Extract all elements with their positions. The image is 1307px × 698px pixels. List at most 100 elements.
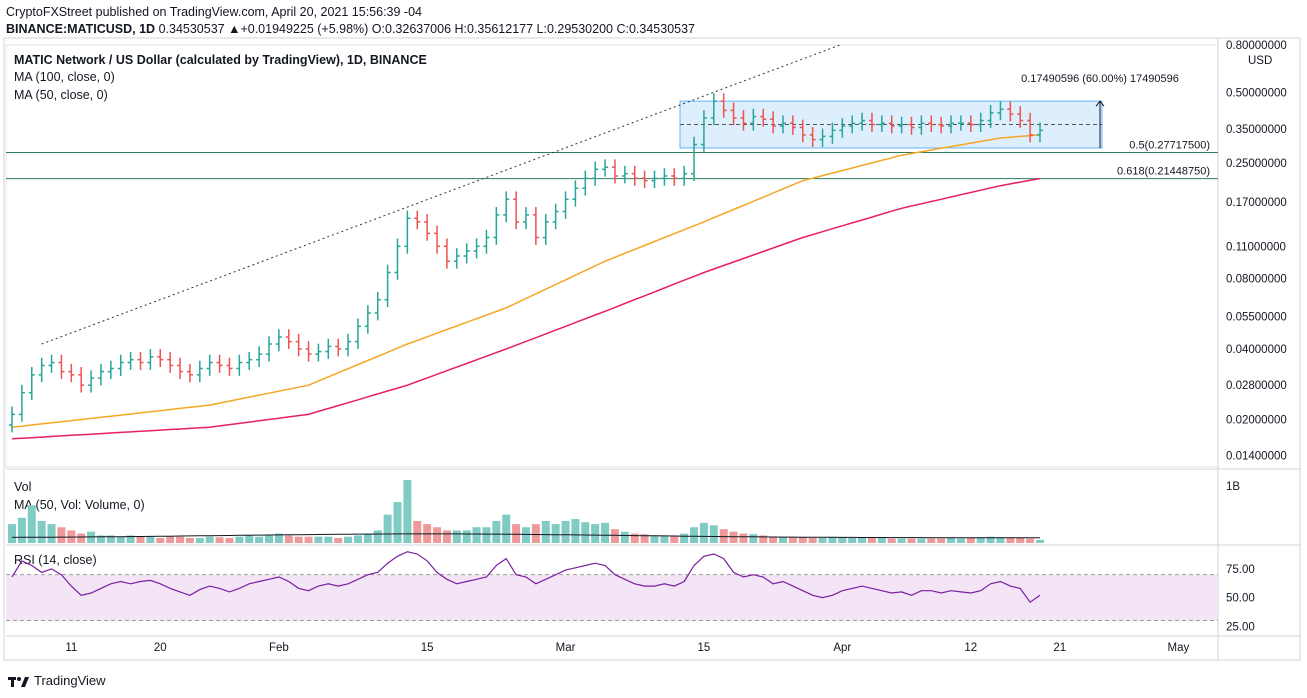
candle (275, 329, 282, 352)
candle (157, 349, 164, 368)
candle (147, 349, 154, 370)
time-tick-label: Apr (833, 642, 851, 654)
candle (236, 354, 243, 376)
candle (532, 207, 539, 245)
candle (839, 118, 846, 138)
price-tick-label: 0.35000000 (1226, 124, 1287, 136)
candle (730, 102, 737, 126)
volume-bar (502, 514, 511, 543)
volume-bar (937, 538, 946, 543)
price-tick-label: 0.01400000 (1226, 451, 1287, 463)
candle (799, 119, 806, 143)
candle (414, 210, 421, 230)
candle (364, 305, 371, 334)
tradingview-brand[interactable]: TradingView (8, 673, 106, 688)
candle (453, 248, 460, 269)
candle (918, 115, 925, 135)
price-tick-label: 0.04000000 (1226, 344, 1287, 356)
volume-bar (245, 535, 254, 543)
candle (9, 406, 15, 433)
candle (602, 159, 609, 177)
candle (216, 354, 223, 373)
volume-bar (947, 537, 956, 543)
volume-bar (699, 522, 708, 543)
candle (97, 363, 104, 386)
price-tick-label: 0.05500000 (1226, 312, 1287, 324)
volume-bar (788, 537, 797, 543)
ma100-line (11, 177, 1041, 440)
candle (710, 93, 717, 126)
candle (256, 346, 263, 368)
volume-bar (522, 527, 530, 543)
ma100-legend[interactable]: MA (100, close, 0) (14, 70, 115, 84)
volume-bar (986, 536, 995, 543)
volume-bar (314, 536, 323, 543)
volume-bar (660, 535, 669, 543)
time-tick-label: Feb (269, 642, 289, 654)
candle (1037, 122, 1043, 143)
volume-bar (442, 530, 451, 543)
volume-bar (838, 537, 847, 543)
candle (18, 384, 25, 422)
candle (621, 165, 628, 184)
volume-bar (344, 536, 353, 543)
volume-bar (284, 535, 293, 543)
volume-bar (353, 535, 362, 543)
candle (345, 333, 352, 357)
volume-bar (8, 524, 16, 543)
candle (88, 370, 95, 393)
volume-bar (808, 537, 817, 543)
volume-bar (907, 538, 916, 543)
candle (611, 159, 618, 184)
vol-legend[interactable]: Vol (14, 480, 32, 494)
vol-ma-legend[interactable]: MA (50, Vol: Volume, 0) (14, 498, 145, 512)
candle (177, 357, 184, 379)
candle (394, 238, 401, 280)
volume-bar (274, 533, 283, 543)
volume-bar (334, 537, 343, 543)
volume-bar (304, 536, 313, 543)
volume-bar (966, 537, 975, 543)
volume-bar (235, 536, 244, 543)
volume-bar (541, 520, 550, 543)
candle (928, 115, 935, 132)
volume-bar (798, 537, 807, 543)
fib-0618-label: 0.618(0.21448750) (1117, 166, 1210, 178)
chart-title: MATIC Network / US Dollar (calculated by… (14, 53, 427, 67)
candle (582, 170, 589, 196)
candle (1017, 106, 1024, 128)
ma50-legend[interactable]: MA (50, close, 0) (14, 88, 108, 102)
volume-bar (433, 527, 442, 543)
volume-bar (956, 538, 965, 543)
candle (443, 238, 450, 269)
rsi-legend[interactable]: RSI (14, close) (14, 553, 97, 567)
ohlc-line: BINANCE:MATICUSD, 1D 0.34530537 ▲+0.0194… (6, 22, 695, 36)
publisher-line: CryptoFXStreet published on TradingView.… (6, 5, 422, 19)
candle (819, 128, 826, 147)
candle (434, 225, 441, 254)
tradingview-label: TradingView (34, 673, 106, 688)
volume-bar (195, 537, 204, 543)
volume-bar (512, 524, 521, 543)
candle (137, 351, 144, 370)
volume-bar (867, 537, 876, 543)
candle (750, 108, 757, 131)
candle (977, 112, 984, 132)
volume-bar (630, 533, 639, 543)
volume-bar (1036, 539, 1044, 543)
candle (483, 229, 490, 254)
candle (523, 207, 529, 230)
candle (878, 115, 885, 132)
candle (186, 363, 193, 383)
volume-bar (759, 535, 768, 543)
symbol-label: BINANCE:MATICUSD, 1D (6, 22, 156, 36)
candle (117, 354, 124, 376)
volume-bar (413, 520, 422, 543)
volume-bar (462, 530, 471, 543)
volume-bar (393, 502, 402, 543)
price-tick-label: 0.17000000 (1226, 197, 1287, 209)
candle (226, 357, 233, 376)
time-tick-label: 21 (1053, 642, 1066, 654)
volume-bar (185, 537, 194, 543)
